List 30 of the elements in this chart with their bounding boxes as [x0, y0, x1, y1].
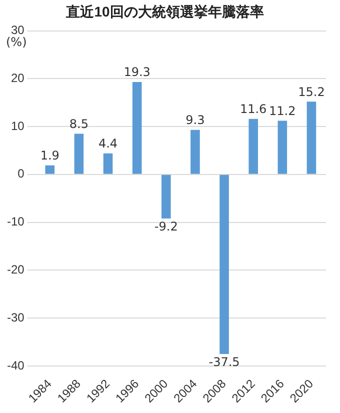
- y-tick-label: -10: [7, 214, 25, 229]
- chart-title: 直近10回の大統領選挙年騰落率: [65, 3, 264, 20]
- y-tick-label: -30: [7, 310, 25, 324]
- data-label: 19.3: [124, 65, 150, 80]
- y-tick-label: 30: [10, 23, 25, 38]
- data-label: -9.2: [154, 220, 178, 234]
- y-tick-label: -20: [7, 262, 25, 276]
- bar: [248, 118, 258, 174]
- data-label: 15.2: [298, 84, 325, 99]
- data-label: 11.2: [269, 104, 296, 118]
- data-label: 8.5: [69, 116, 88, 131]
- data-label: 9.3: [186, 113, 205, 128]
- bar: [103, 153, 113, 174]
- y-tick-label: 20: [10, 70, 25, 85]
- bar: [161, 174, 171, 218]
- bar: [74, 134, 84, 174]
- bar: [190, 130, 200, 174]
- y-tick-label: -40: [7, 358, 25, 372]
- y-axis-title: (%): [6, 34, 27, 49]
- data-label: -37.5: [208, 355, 240, 370]
- y-tick-label: 10: [10, 118, 25, 133]
- bar: [45, 165, 55, 174]
- data-label: 4.4: [98, 136, 118, 150]
- data-label: 11.6: [240, 102, 267, 116]
- y-tick-label: 0: [18, 166, 25, 181]
- bar: [278, 120, 288, 174]
- bar: [220, 174, 229, 354]
- bar: [306, 102, 316, 174]
- bar: [132, 82, 142, 174]
- data-label: 1.9: [40, 148, 60, 162]
